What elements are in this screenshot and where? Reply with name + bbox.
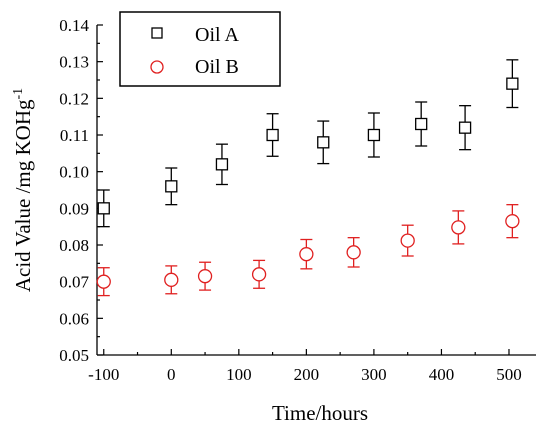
series-oil-b: [96, 204, 520, 297]
x-tick-label: 0: [167, 365, 176, 384]
legend-box: [119, 11, 281, 87]
data-point-square: [317, 136, 330, 149]
x-tick-label: -100: [88, 365, 119, 384]
series-layer: [96, 59, 520, 297]
y-tick-label: 0.12: [59, 89, 89, 108]
legend-label-oil-b: Oil B: [195, 56, 239, 78]
x-axis-ticks: -100 0 100 200 300 400 500: [88, 349, 522, 384]
y-axis-title-superscript: -1: [11, 88, 26, 100]
x-tick-label: 100: [226, 365, 252, 384]
y-tick-label: 0.10: [59, 163, 89, 182]
data-point-circle: [96, 274, 111, 289]
data-point-square: [266, 128, 279, 142]
y-tick-label: 0.07: [59, 273, 89, 292]
data-point-circle: [251, 267, 267, 282]
legend: Oil A Oil B: [119, 11, 281, 87]
y-tick-label: 0.09: [59, 199, 89, 218]
x-axis-title: Time/hours: [272, 401, 368, 425]
legend-label-oil-a: Oil A: [195, 24, 239, 46]
x-tick-label: 400: [429, 365, 455, 384]
data-point-square: [97, 202, 110, 215]
data-point-circle: [164, 272, 179, 287]
data-point-circle: [197, 269, 213, 284]
data-point-circle: [299, 247, 314, 262]
y-tick-label: 0.13: [59, 53, 89, 72]
x-tick-label: 300: [361, 365, 387, 384]
x-tick-label: 500: [496, 365, 522, 384]
data-point-square: [506, 77, 519, 90]
data-point-square: [367, 128, 381, 142]
x-tick-label: 200: [294, 365, 320, 384]
series-oil-a: [97, 59, 519, 228]
data-point-square: [165, 180, 178, 193]
data-point-circle: [451, 220, 466, 235]
y-tick-label: 0.05: [59, 346, 89, 365]
y-tick-label: 0.06: [59, 309, 89, 328]
legend-marker-oil-b: [150, 60, 164, 74]
y-axis-title-text: Acid Value /mg KOHg: [11, 99, 35, 292]
y-tick-label: 0.11: [60, 126, 89, 145]
data-point-circle: [346, 245, 361, 260]
data-point-square: [458, 121, 472, 134]
y-axis-title: Acid Value /mg KOHg-1: [11, 88, 35, 292]
y-axis-ticks: 0.05 0.06 0.07 0.08 0.09 0.10 0.11 0.12 0.13 0.14: [59, 16, 103, 365]
data-point-circle: [400, 233, 415, 248]
y-tick-label: 0.14: [59, 16, 89, 35]
data-point-square: [415, 117, 428, 131]
data-point-square: [215, 158, 229, 171]
y-tick-label: 0.08: [59, 236, 89, 255]
legend-marker-oil-a: [151, 27, 163, 39]
data-point-circle: [505, 214, 520, 229]
